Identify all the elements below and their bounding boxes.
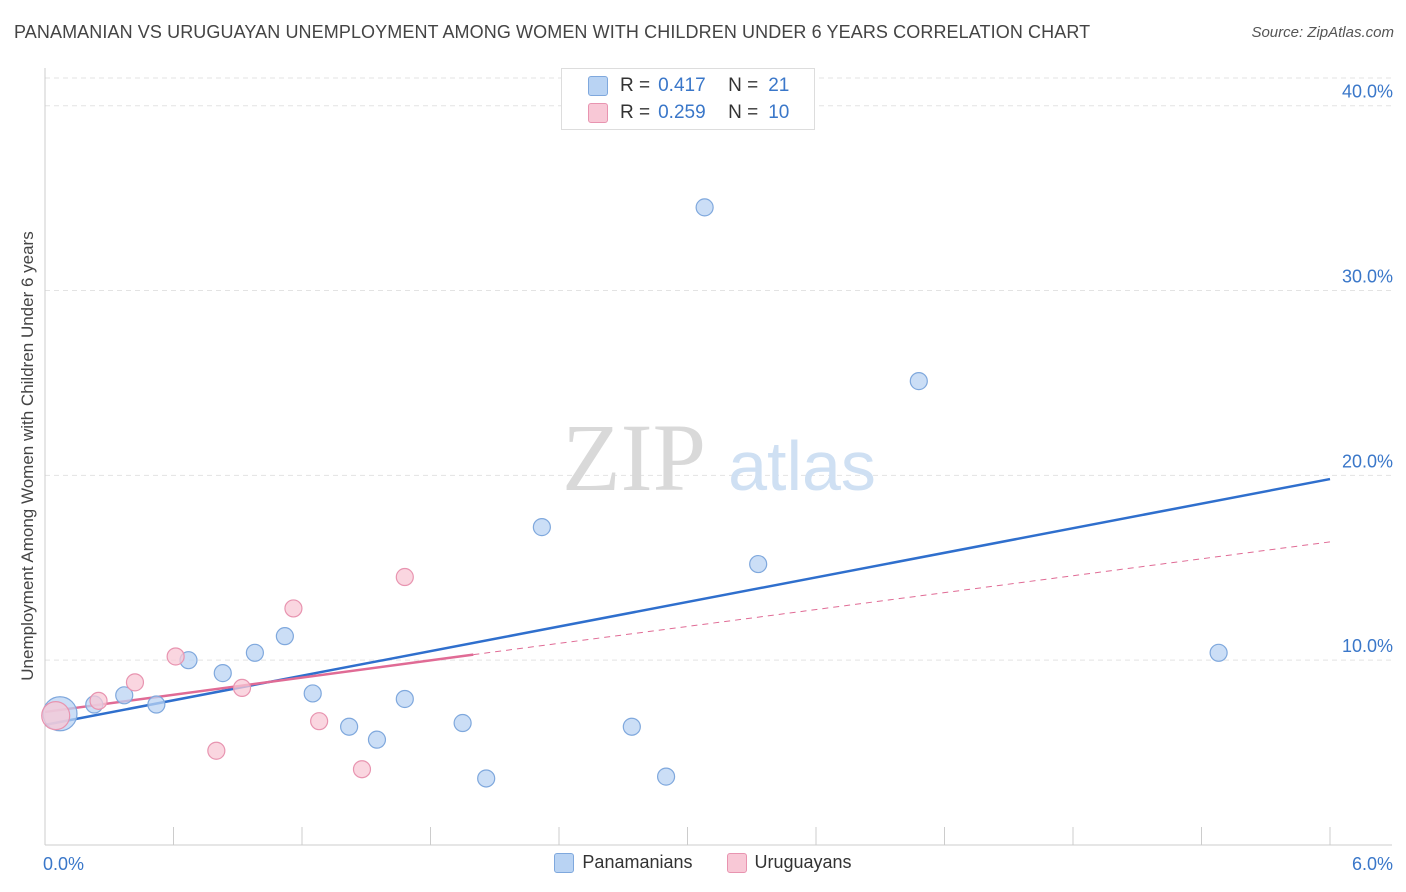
series-legend: Panamanians Uruguayans xyxy=(0,852,1406,873)
point-panamanians xyxy=(453,713,472,733)
point-panamanians xyxy=(695,198,714,217)
point-panamanians xyxy=(303,684,322,703)
uruguayans-swatch xyxy=(726,852,747,873)
point-panamanians xyxy=(622,717,641,736)
y-tick-label: 20.0% xyxy=(1342,451,1393,471)
uruguayans-swatch xyxy=(588,103,608,123)
point-panamanians xyxy=(275,627,294,646)
point-uruguayans xyxy=(125,673,145,692)
point-uruguayans xyxy=(41,701,71,731)
point-panamanians xyxy=(1209,643,1228,662)
point-panamanians xyxy=(115,686,134,705)
n-value: 10 xyxy=(768,102,790,123)
point-panamanians xyxy=(340,717,359,736)
point-panamanians xyxy=(477,769,496,788)
grid-lines xyxy=(45,77,1392,661)
point-uruguayans xyxy=(395,567,414,587)
trend-line-uruguayans xyxy=(44,653,474,714)
point-uruguayans xyxy=(310,712,329,731)
point-panamanians xyxy=(213,664,232,683)
r-label: R = xyxy=(620,75,651,96)
legend-item-uruguayans[interactable]: Uruguayans xyxy=(726,852,852,873)
watermark-zip: ZIP xyxy=(562,404,706,511)
point-panamanians xyxy=(245,643,264,662)
point-panamanians xyxy=(749,554,768,574)
stats-row-panamanians: R = 0.417 N = 21 xyxy=(588,75,789,97)
point-panamanians xyxy=(395,689,414,709)
panamanians-swatch xyxy=(588,76,608,96)
y-tick-label: 10.0% xyxy=(1342,636,1393,656)
point-panamanians xyxy=(656,767,676,786)
r-value: 0.417 xyxy=(658,75,706,96)
legend-label-uruguayans: Uruguayans xyxy=(754,852,852,872)
watermark: ZIP atlas xyxy=(562,404,876,511)
point-panamanians xyxy=(147,695,166,714)
watermark-atlas: atlas xyxy=(728,427,876,505)
trend-line-uruguayans-extension xyxy=(473,541,1331,656)
tick-labels: 10.0% 20.0% 30.0% 40.0% 0.0% 6.0% xyxy=(43,82,1393,874)
axes xyxy=(44,68,1392,846)
point-panamanians xyxy=(367,730,387,749)
r-value: 0.259 xyxy=(658,102,706,123)
n-value: 21 xyxy=(768,75,790,96)
trend-lines xyxy=(44,477,1331,727)
y-tick-label: 30.0% xyxy=(1342,267,1393,287)
source-label: Source: ZipAtlas.com xyxy=(1251,24,1394,41)
stats-legend: R = 0.417 N = 21 R = 0.259 N = 10 xyxy=(561,68,815,130)
legend-item-panamanians[interactable]: Panamanians xyxy=(554,852,693,873)
chart-title: PANAMANIAN VS URUGUAYAN UNEMPLOYMENT AMO… xyxy=(14,22,1091,42)
point-uruguayans xyxy=(352,760,372,779)
point-uruguayans xyxy=(207,741,226,760)
r-label: R = xyxy=(620,102,651,123)
x-tick-label: 6.0% xyxy=(1352,854,1393,874)
n-label: N = xyxy=(728,102,759,123)
y-tick-label: 40.0% xyxy=(1342,82,1393,102)
point-uruguayans xyxy=(166,647,185,666)
point-panamanians xyxy=(909,372,928,391)
point-uruguayans xyxy=(232,678,252,698)
n-label: N = xyxy=(728,75,759,96)
point-uruguayans xyxy=(284,599,303,618)
legend-label-panamanians: Panamanians xyxy=(582,852,693,872)
point-panamanians xyxy=(532,518,551,537)
data-points xyxy=(41,198,1228,788)
point-uruguayans xyxy=(89,691,108,710)
x-tick-label: 0.0% xyxy=(43,854,84,874)
stats-row-uruguayans: R = 0.259 N = 10 xyxy=(588,102,789,124)
panamanians-swatch xyxy=(554,852,575,873)
